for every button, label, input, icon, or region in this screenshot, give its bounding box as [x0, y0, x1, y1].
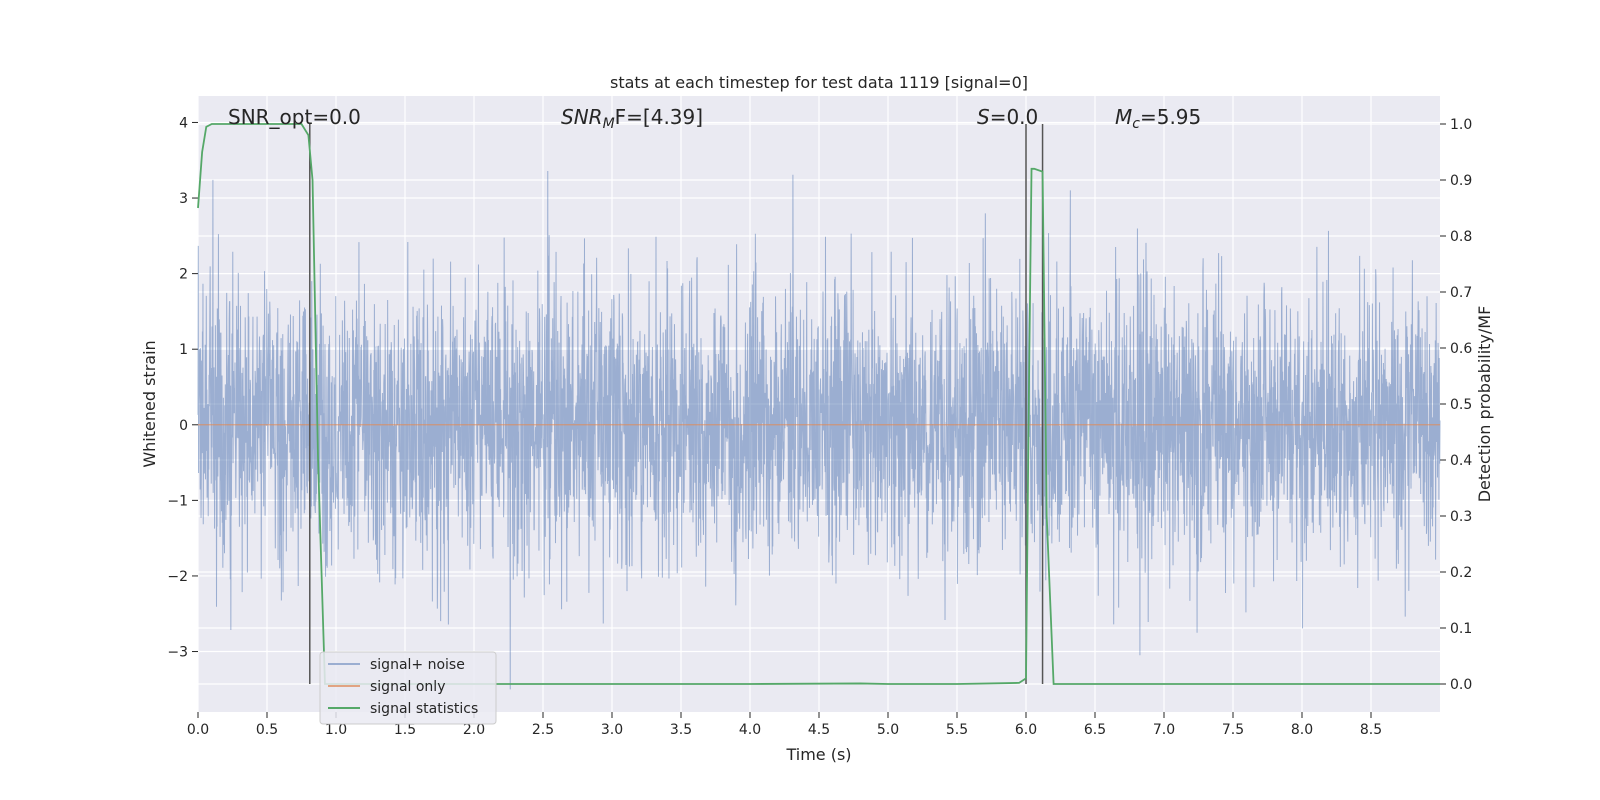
- x-axis-label: Time (s): [785, 745, 851, 764]
- x-tick-label: 8.0: [1291, 722, 1313, 738]
- legend-label-noise: signal+ noise: [370, 657, 465, 673]
- annotation-snr-mf: SNRMF=[4.39]: [561, 105, 703, 132]
- annotation-chirp-mass: Mc=5.95: [1115, 105, 1201, 132]
- y-tick-labels: 4 3 2 1 0 −1 −2 −3: [167, 115, 188, 660]
- x-tick-labels: 0.0 0.5 1.0 1.5 2.0 2.5 3.0 3.5 4.0 4.5 5.0 5.5 6.0 6…: [187, 722, 1382, 738]
- y-right-tick-label: 0.2: [1450, 565, 1472, 581]
- y-right-tick-label: 0.0: [1450, 677, 1472, 693]
- series-signal-plus-noise: [197, 170, 1441, 690]
- x-tick-label: 0.5: [256, 722, 278, 738]
- y-right-tick-labels: 1.0 0.9 0.8 0.7 0.6 0.5 0.4 0.3 0.2 0.1 0.0: [1450, 117, 1472, 693]
- x-tick-label: 6.5: [1084, 722, 1106, 738]
- y-right-axis-label: Detection probability/MF: [1475, 306, 1494, 503]
- x-tick-label: 6.0: [1015, 722, 1037, 738]
- annotation-mc-sub: c: [1132, 116, 1140, 132]
- x-tick-label: 4.5: [808, 722, 830, 738]
- annotation-snr-mf-main: SNR: [561, 105, 603, 129]
- annotation-snr-opt: SNR_opt=0.0: [228, 105, 361, 129]
- y-tick-label: −2: [167, 569, 188, 585]
- y-tick-label: 0: [179, 418, 188, 434]
- legend-label-signal: signal only: [370, 679, 445, 695]
- x-tick-label: 5.5: [946, 722, 968, 738]
- x-tick-label: 2.5: [532, 722, 554, 738]
- signal-statistics-line: [197, 123, 1440, 685]
- x-tick-label: 7.0: [1153, 722, 1175, 738]
- x-tick-label: 0.0: [187, 722, 209, 738]
- legend-label-stat: signal statistics: [370, 701, 478, 717]
- x-tick-label: 8.5: [1360, 722, 1382, 738]
- y-right-tick-label: 0.3: [1450, 509, 1472, 525]
- annotation-snr-mf-tail: F=[4.39]: [615, 105, 703, 129]
- y-right-tick-label: 0.6: [1450, 341, 1472, 357]
- y-right-tick-label: 0.5: [1450, 397, 1472, 413]
- signal-plus-noise-line: [197, 170, 1441, 690]
- series-signal-statistics: [197, 123, 1440, 685]
- annotation-snr-mf-sub: M: [603, 116, 615, 132]
- legend-box: [319, 651, 497, 725]
- annotation-s-tail: =0.0: [990, 105, 1039, 129]
- y-tick-label: −3: [167, 645, 188, 661]
- x-tick-label: 4.0: [739, 722, 761, 738]
- x-tick-label: 1.5: [394, 722, 416, 738]
- y-right-tick-label: 0.4: [1450, 453, 1472, 469]
- annotation-mc-main: M: [1115, 105, 1132, 129]
- x-tick-label: 7.5: [1222, 722, 1244, 738]
- y-tick-label: 3: [179, 191, 188, 207]
- legend: signal+ noise signal only signal statist…: [319, 651, 497, 725]
- y-right-tick-label: 1.0: [1450, 117, 1472, 133]
- annotation-mc-tail: =5.95: [1140, 105, 1201, 129]
- y-tick-label: −1: [167, 493, 188, 509]
- y-tick-label: 2: [179, 267, 188, 283]
- annotation-s-stat: S=0.0: [977, 105, 1038, 129]
- x-tick-label: 2.0: [463, 722, 485, 738]
- y-axis-label: Whitened strain: [140, 340, 159, 467]
- y-tick-label: 4: [179, 115, 188, 131]
- x-tick-label: 3.0: [601, 722, 623, 738]
- y-right-tick-label: 0.9: [1450, 173, 1472, 189]
- y-tick-label: 1: [179, 342, 188, 358]
- chart-title: stats at each timestep for test data 111…: [610, 73, 1028, 92]
- x-tick-label: 3.5: [670, 722, 692, 738]
- annotation-s-main: S: [977, 105, 990, 129]
- x-tick-label: 5.0: [877, 722, 899, 738]
- y-right-tick-label: 0.1: [1450, 621, 1472, 637]
- x-tick-label: 1.0: [325, 722, 347, 738]
- y-right-tick-label: 0.7: [1450, 285, 1472, 301]
- y-right-tick-label: 0.8: [1450, 229, 1472, 245]
